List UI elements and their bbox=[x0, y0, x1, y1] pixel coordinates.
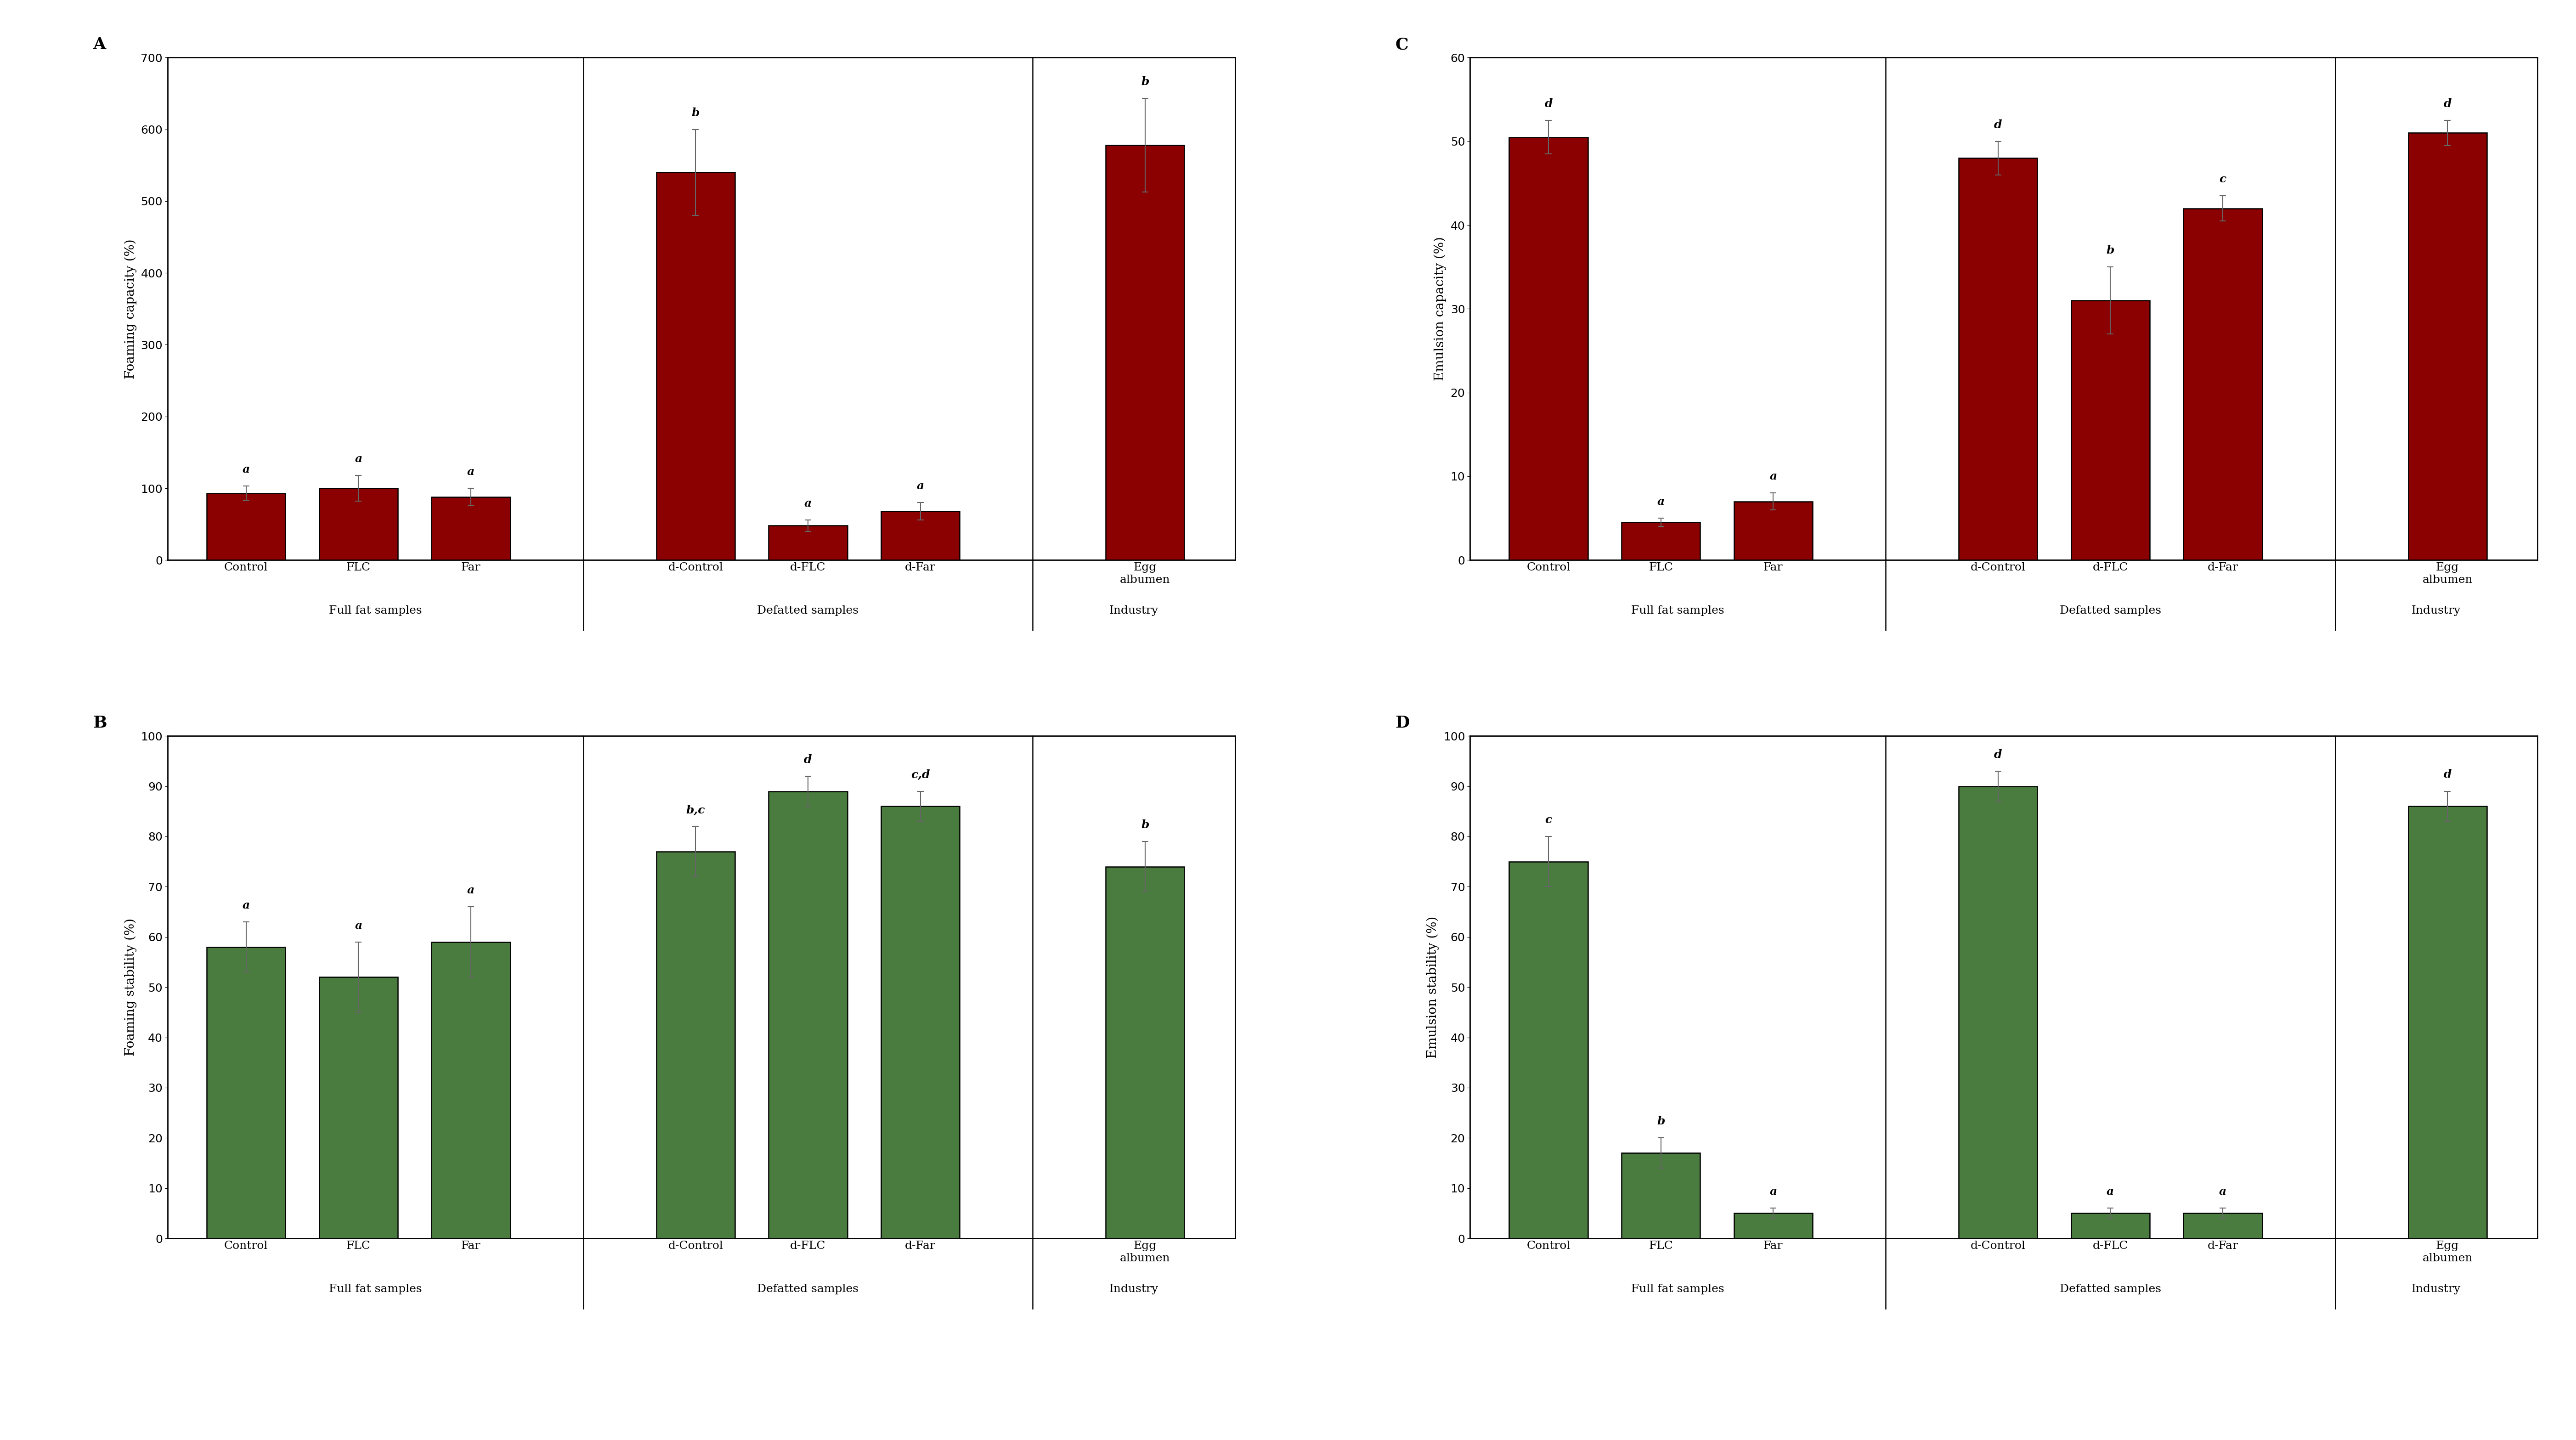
Text: b: b bbox=[1656, 1116, 1664, 1128]
Bar bbox=[433, 942, 510, 1238]
Text: Defatted samples: Defatted samples bbox=[2061, 605, 2161, 616]
Bar bbox=[2071, 301, 2151, 560]
Text: a: a bbox=[466, 467, 474, 477]
Text: Full fat samples: Full fat samples bbox=[330, 605, 422, 616]
Text: a: a bbox=[355, 454, 363, 464]
Text: d: d bbox=[1994, 749, 2002, 760]
Text: d: d bbox=[1994, 120, 2002, 130]
Y-axis label: Emulsion capacity (%): Emulsion capacity (%) bbox=[1435, 236, 1448, 382]
Bar bbox=[768, 526, 848, 560]
Text: Industry: Industry bbox=[1110, 605, 1159, 616]
Text: d: d bbox=[2445, 98, 2452, 109]
Text: a: a bbox=[242, 464, 250, 475]
Y-axis label: Foaming capacity (%): Foaming capacity (%) bbox=[124, 239, 137, 379]
Text: b: b bbox=[690, 108, 701, 118]
Bar bbox=[1958, 158, 2038, 560]
Bar bbox=[206, 494, 286, 560]
Text: Defatted samples: Defatted samples bbox=[2061, 1283, 2161, 1295]
Text: a: a bbox=[242, 900, 250, 910]
Text: a: a bbox=[2218, 1187, 2226, 1197]
Bar bbox=[1620, 1153, 1700, 1238]
Text: a: a bbox=[466, 884, 474, 896]
Text: Industry: Industry bbox=[2411, 605, 2460, 616]
Text: a: a bbox=[2107, 1187, 2115, 1197]
Bar bbox=[1510, 137, 1587, 560]
Bar bbox=[1105, 867, 1185, 1238]
Bar bbox=[1105, 145, 1185, 560]
Bar bbox=[206, 948, 286, 1238]
Text: Full fat samples: Full fat samples bbox=[330, 1283, 422, 1295]
Bar bbox=[657, 173, 734, 560]
Text: D: D bbox=[1396, 716, 1409, 732]
Bar bbox=[2071, 1214, 2151, 1238]
Text: d: d bbox=[2445, 769, 2452, 780]
Bar bbox=[768, 791, 848, 1238]
Y-axis label: Emulsion stability (%): Emulsion stability (%) bbox=[1427, 916, 1440, 1058]
Bar bbox=[881, 806, 961, 1238]
Text: C: C bbox=[1396, 37, 1409, 53]
Text: Industry: Industry bbox=[2411, 1283, 2460, 1295]
Text: a: a bbox=[355, 920, 363, 930]
Text: b: b bbox=[2107, 245, 2115, 256]
Y-axis label: Foaming stability (%): Foaming stability (%) bbox=[124, 919, 137, 1056]
Text: b: b bbox=[1141, 76, 1149, 88]
Text: c: c bbox=[2218, 174, 2226, 184]
Text: Defatted samples: Defatted samples bbox=[757, 1283, 858, 1295]
Bar bbox=[1510, 861, 1587, 1238]
Text: a: a bbox=[1770, 471, 1777, 482]
Text: b,c: b,c bbox=[685, 805, 706, 815]
Text: c: c bbox=[1546, 815, 1551, 825]
Text: d: d bbox=[804, 755, 811, 765]
Bar bbox=[319, 978, 397, 1238]
Bar bbox=[1734, 1214, 1814, 1238]
Text: a: a bbox=[1770, 1187, 1777, 1197]
Text: a: a bbox=[804, 498, 811, 508]
Bar bbox=[2409, 806, 2486, 1238]
Text: Full fat samples: Full fat samples bbox=[1631, 605, 1723, 616]
Text: c,d: c,d bbox=[912, 769, 930, 780]
Bar bbox=[2184, 209, 2262, 560]
Text: b: b bbox=[1141, 819, 1149, 831]
Bar bbox=[657, 851, 734, 1238]
Bar bbox=[1958, 786, 2038, 1238]
Bar bbox=[433, 497, 510, 560]
Text: a: a bbox=[917, 481, 925, 491]
Text: d: d bbox=[1546, 98, 1553, 109]
Text: A: A bbox=[93, 37, 106, 53]
Bar bbox=[319, 488, 397, 560]
Bar bbox=[2409, 132, 2486, 560]
Text: Full fat samples: Full fat samples bbox=[1631, 1283, 1723, 1295]
Bar bbox=[1620, 523, 1700, 560]
Bar bbox=[1734, 501, 1814, 560]
Bar bbox=[2184, 1214, 2262, 1238]
Bar bbox=[881, 511, 961, 560]
Text: B: B bbox=[93, 716, 106, 732]
Text: Defatted samples: Defatted samples bbox=[757, 605, 858, 616]
Text: a: a bbox=[1656, 497, 1664, 507]
Text: Industry: Industry bbox=[1110, 1283, 1159, 1295]
